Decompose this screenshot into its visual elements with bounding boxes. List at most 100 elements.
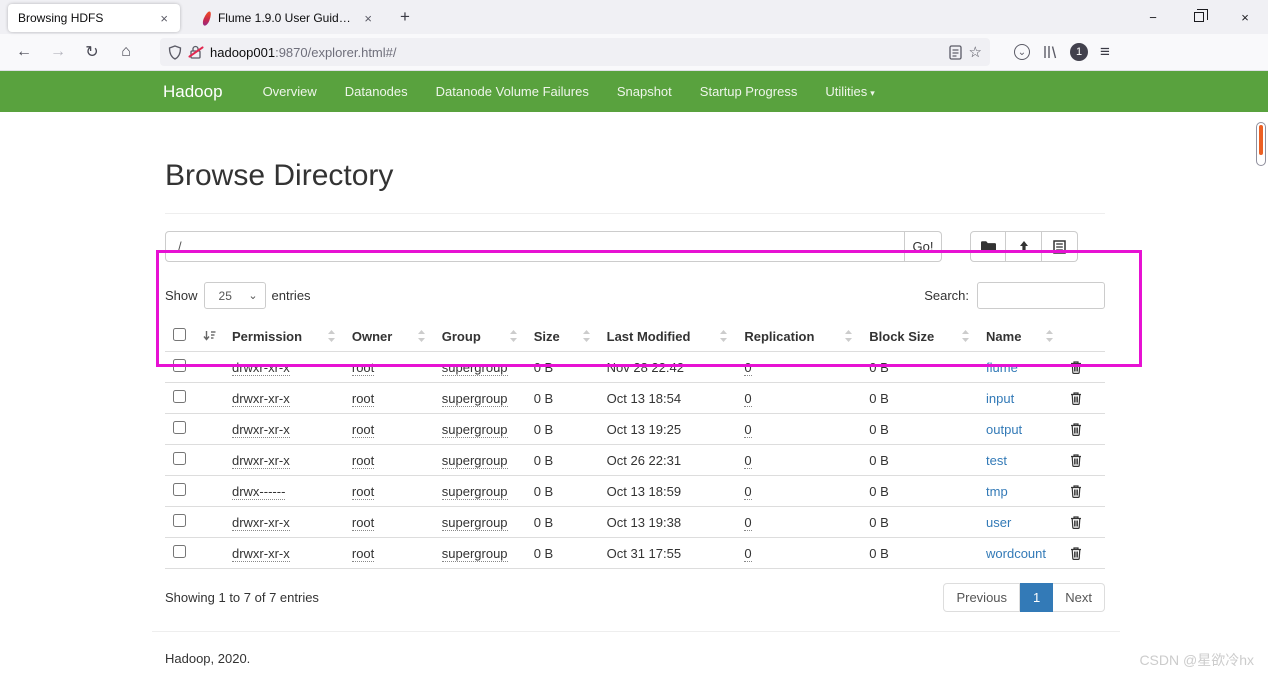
sort-active-icon[interactable] [194, 321, 224, 352]
bookmark-star-icon[interactable]: ☆ [968, 44, 982, 61]
nav-item[interactable]: Datanode Volume Failures [435, 84, 589, 99]
size-value: 0 B [533, 545, 554, 561]
delete-button[interactable] [1061, 444, 1105, 476]
group-value[interactable]: supergroup [441, 359, 508, 376]
tab-close-icon[interactable]: × [364, 10, 372, 26]
replication-value[interactable]: 0 [744, 452, 752, 469]
group-value[interactable]: supergroup [441, 514, 508, 531]
group-value[interactable]: supergroup [441, 390, 508, 407]
minimize-button[interactable]: − [1149, 9, 1157, 25]
page-size-select[interactable]: 25 ⌄ [203, 282, 266, 309]
replication-value[interactable]: 0 [744, 545, 752, 562]
replication-value[interactable]: 0 [744, 359, 752, 376]
row-checkbox[interactable] [173, 359, 186, 372]
row-checkbox[interactable] [173, 545, 186, 558]
upload-button[interactable] [1006, 231, 1042, 262]
owner-value[interactable]: root [351, 545, 375, 562]
hadoop-brand[interactable]: Hadoop [163, 81, 223, 101]
delete-button[interactable] [1061, 413, 1105, 445]
directory-link[interactable]: wordcount [986, 545, 1046, 561]
header-replication[interactable]: Replication [736, 321, 862, 352]
reload-button[interactable]: ↻ [85, 44, 99, 61]
directory-link[interactable]: output [986, 421, 1023, 437]
directory-link[interactable]: flume [986, 359, 1018, 375]
delete-button[interactable] [1061, 537, 1105, 569]
delete-button[interactable] [1061, 475, 1105, 507]
owner-value[interactable]: root [351, 421, 375, 438]
directory-link[interactable]: input [986, 390, 1015, 406]
directory-link[interactable]: tmp [986, 483, 1008, 499]
group-value[interactable]: supergroup [441, 483, 508, 500]
hadoop-navbar: Hadoop Overview Datanodes Datanode Volume … [0, 71, 1268, 112]
row-checkbox[interactable] [173, 514, 186, 527]
header-name[interactable]: Name [978, 321, 1062, 352]
reader-mode-icon[interactable] [948, 44, 962, 60]
shield-icon[interactable] [168, 44, 182, 60]
permission-value[interactable]: drwxr-xr-x [231, 390, 290, 407]
group-value[interactable]: supergroup [441, 545, 508, 562]
row-checkbox[interactable] [173, 452, 186, 465]
tab-flume-guide[interactable]: Flume 1.9.0 User Guide — Ap × [194, 4, 384, 32]
header-size[interactable]: Size [525, 321, 599, 352]
nav-item[interactable]: Snapshot [616, 84, 672, 99]
go-button[interactable]: Go! [905, 231, 942, 262]
page-scrollbar-thumb[interactable] [1256, 122, 1266, 166]
group-value[interactable]: supergroup [441, 421, 508, 438]
file-list-button[interactable] [1042, 231, 1078, 262]
tab-browsing-hdfs[interactable]: Browsing HDFS × [8, 4, 180, 32]
group-value[interactable]: supergroup [441, 452, 508, 469]
replication-value[interactable]: 0 [744, 483, 752, 500]
owner-value[interactable]: root [351, 390, 375, 407]
menu-hamburger-icon[interactable]: ≡ [1100, 42, 1110, 61]
directory-link[interactable]: test [986, 452, 1007, 468]
replication-value[interactable]: 0 [744, 514, 752, 531]
previous-page-button[interactable]: Previous [943, 583, 1021, 612]
path-input[interactable] [165, 231, 905, 262]
close-window-button[interactable]: × [1241, 9, 1249, 25]
account-badge[interactable]: 1 [1070, 43, 1088, 61]
owner-value[interactable]: root [351, 483, 375, 500]
nav-item-utilities[interactable]: Utilities ▾ [825, 84, 875, 99]
directory-link[interactable]: user [986, 514, 1012, 530]
nav-item[interactable]: Startup Progress [699, 84, 798, 99]
home-button[interactable]: ⌂ [121, 43, 131, 60]
replication-value[interactable]: 0 [744, 390, 752, 407]
owner-value[interactable]: root [351, 514, 375, 531]
replication-value[interactable]: 0 [744, 421, 752, 438]
header-block-size[interactable]: Block Size [861, 321, 979, 352]
select-all-checkbox[interactable] [173, 328, 186, 341]
header-last-modified[interactable]: Last Modified [598, 321, 737, 352]
header-owner[interactable]: Owner [343, 321, 434, 352]
permission-value[interactable]: drwxr-xr-x [231, 514, 290, 531]
header-group[interactable]: Group [433, 321, 526, 352]
permission-value[interactable]: drwxr-xr-x [231, 452, 290, 469]
owner-value[interactable]: root [351, 452, 375, 469]
search-input[interactable] [977, 282, 1105, 309]
delete-button[interactable] [1061, 382, 1105, 414]
back-button[interactable]: ← [16, 43, 32, 60]
row-checkbox[interactable] [173, 390, 186, 403]
pocket-icon[interactable]: ⌄ [1014, 44, 1030, 60]
page-1-button[interactable]: 1 [1020, 583, 1054, 612]
url-bar[interactable]: hadoop001:9870/explorer.html#/ ☆ [160, 38, 990, 66]
next-page-button[interactable]: Next [1053, 583, 1105, 612]
header-permission[interactable]: Permission [223, 321, 344, 352]
create-directory-button[interactable] [970, 231, 1006, 262]
library-icon[interactable] [1042, 45, 1058, 59]
permission-value[interactable]: drwx------ [231, 483, 286, 500]
owner-value[interactable]: root [351, 359, 375, 376]
delete-button[interactable] [1061, 351, 1105, 383]
row-checkbox[interactable] [173, 483, 186, 496]
row-checkbox[interactable] [173, 421, 186, 434]
delete-button[interactable] [1061, 506, 1105, 538]
permission-value[interactable]: drwxr-xr-x [231, 421, 290, 438]
permission-value[interactable]: drwxr-xr-x [231, 359, 290, 376]
new-tab-button[interactable]: + [400, 7, 410, 26]
nav-item[interactable]: Overview [262, 84, 317, 99]
restore-button[interactable] [1176, 0, 1222, 34]
forward-button[interactable]: → [50, 43, 66, 60]
insecure-lock-icon[interactable] [188, 45, 204, 59]
permission-value[interactable]: drwxr-xr-x [231, 545, 290, 562]
nav-item[interactable]: Datanodes [344, 84, 408, 99]
tab-close-icon[interactable]: × [160, 10, 168, 26]
